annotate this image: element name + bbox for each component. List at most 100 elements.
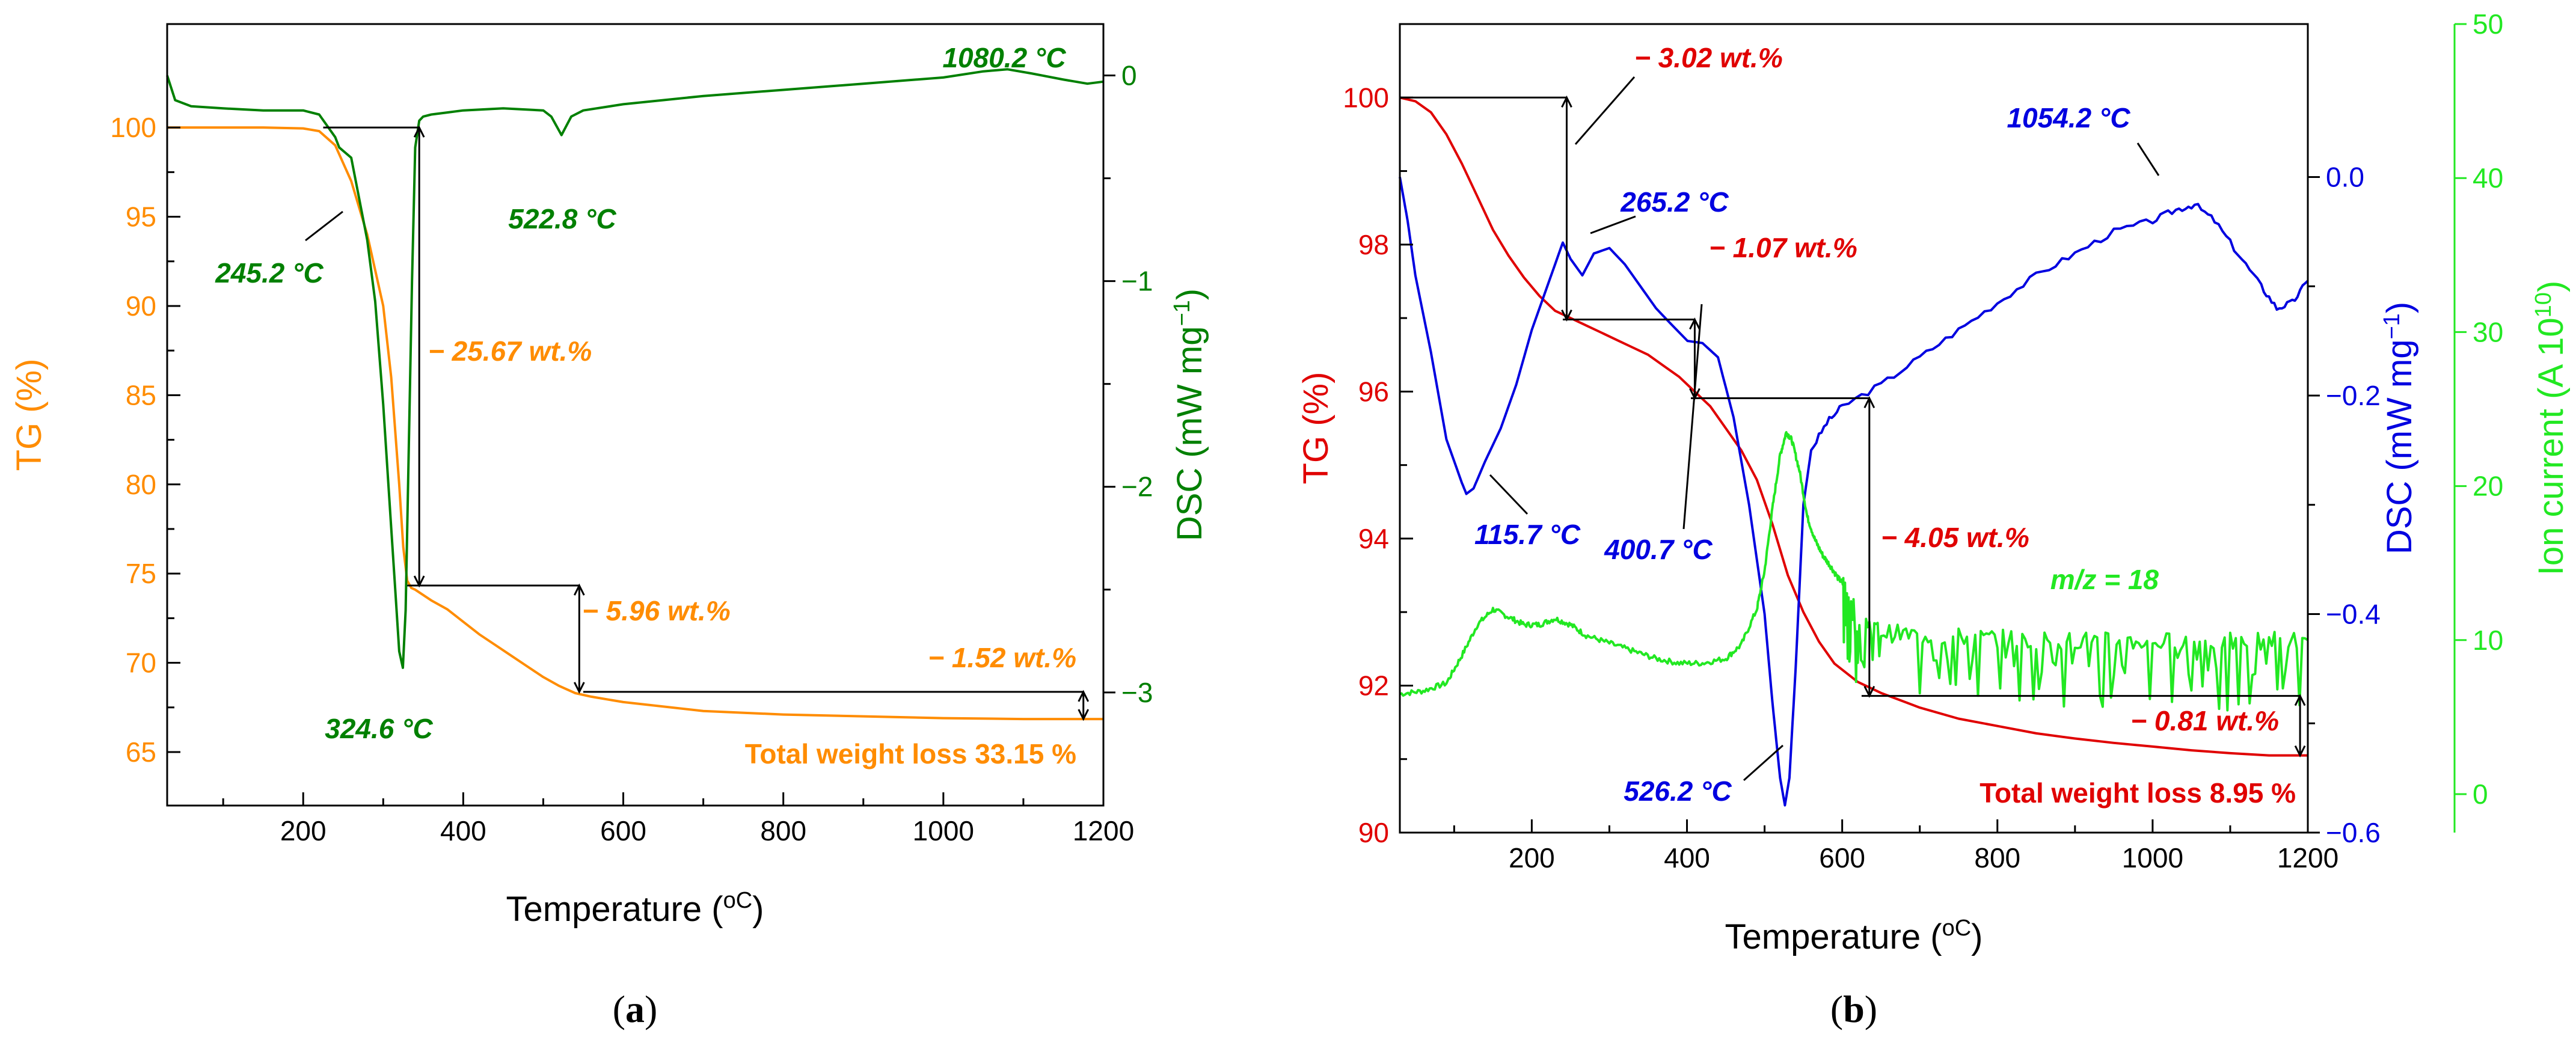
panel-a-x-axis: 200 400 600 800 1000 1200 — [222, 792, 1134, 846]
panel-b-x-axis: 200 400 600 800 1000 1200 — [1453, 819, 2338, 873]
left-tick-label: 98 — [1358, 229, 1389, 260]
left-tick-label: 65 — [126, 736, 156, 768]
right-tick-label: −0.4 — [2326, 598, 2381, 629]
annotation-526-leader — [1743, 744, 1783, 781]
panel-b-far-axis: 0 10 20 30 40 50 — [2455, 8, 2503, 810]
panel-a-frame — [166, 23, 1105, 807]
step-arrow-head-bottom — [574, 682, 585, 694]
x-tick-label: 600 — [600, 815, 646, 846]
step-arrow-head-top — [413, 125, 425, 138]
panel-b-label: (b) — [1830, 988, 1877, 1030]
annotation-mass-loss-4: − 4.05 wt.% — [1881, 522, 2029, 553]
step-arrow-head-top — [1561, 95, 1572, 108]
panel-a-total-weight-loss: Total weight loss 33.15 % — [745, 738, 1076, 769]
annotation-1054-leader — [2136, 142, 2160, 176]
panel-b-left-axis: 90 92 94 96 98 100 — [1343, 82, 1413, 848]
left-tick-label: 96 — [1358, 376, 1389, 407]
annotation-245-leader — [305, 210, 343, 242]
right-tick-label: −0.2 — [2326, 380, 2381, 411]
x-tick-label: 1200 — [1073, 815, 1134, 846]
panel-a-right-axis-title: DSC (mW mg−1) — [1170, 289, 1209, 541]
left-tick-label: 70 — [126, 647, 156, 679]
far-tick-label: 50 — [2473, 8, 2503, 40]
left-tick-label: 85 — [126, 379, 156, 411]
left-tick-label: 90 — [1358, 817, 1389, 848]
panel-b-right-axis: 0.0 −0.2 −0.4 −0.6 — [2308, 161, 2381, 848]
left-tick-label: 90 — [126, 290, 156, 322]
x-tick-label: 1000 — [2122, 842, 2183, 873]
panel-a-x-axis-title: Temperature (oC) — [506, 888, 764, 929]
far-tick-label: 20 — [2473, 471, 2503, 502]
panel-b-plot-area — [1399, 96, 2309, 807]
step-arrow-head-top — [574, 583, 585, 596]
x-tick-label: 600 — [1819, 842, 1865, 873]
series-line-tg — [1399, 96, 2308, 757]
annotation-115-leader — [1489, 474, 1529, 515]
right-tick-label: 0.0 — [2326, 161, 2364, 192]
x-tick-label: 400 — [440, 815, 486, 846]
panel-a-left-axis: 65 70 75 80 85 90 95 100 — [110, 112, 180, 768]
x-tick-label: 1200 — [2277, 842, 2338, 873]
panel-a-left-axis-title: TG (%) — [10, 359, 49, 471]
right-tick-label: −3 — [1121, 677, 1153, 708]
annotation-mass-loss-0-81: − 0.81 wt.% — [2130, 705, 2279, 736]
left-tick-label: 94 — [1358, 523, 1389, 554]
right-tick-label: 0 — [1121, 60, 1137, 91]
panel-b-step-brackets — [1400, 95, 2306, 757]
panel-a-plot-area — [166, 68, 1104, 721]
series-line-dsc — [1399, 177, 2309, 807]
series-line-m-z-18 — [1399, 431, 2309, 712]
annotation-1054-peak: 1054.2 °C — [2007, 102, 2130, 133]
left-tick-label: 100 — [1343, 82, 1389, 113]
panel-b-left-axis-title: TG (%) — [1296, 372, 1336, 485]
panel-a-label: (a) — [613, 988, 658, 1030]
far-tick-label: 40 — [2473, 162, 2503, 194]
annotation-mass-loss-1-07: − 1.07 wt.% — [1709, 232, 1857, 263]
x-tick-label: 1000 — [913, 815, 974, 846]
step-arrow-head-top — [1689, 317, 1700, 330]
annotation-mass-loss-5: − 5.96 wt.% — [582, 595, 731, 626]
annotation-522-peak: 522.8 °C — [508, 203, 616, 234]
series-line-tg — [167, 126, 1103, 721]
annotation-115-peak: 115.7 °C — [1474, 519, 1581, 550]
far-tick-label: 0 — [2473, 778, 2488, 810]
right-tick-label: −2 — [1121, 471, 1153, 503]
annotation-324-peak: 324.6 °C — [325, 713, 433, 744]
step-arrow-head-bottom — [2294, 745, 2306, 757]
annotation-1080-peak: 1080.2 °C — [942, 42, 1066, 73]
annotation-245-peak: 245.2 °C — [215, 257, 324, 289]
far-tick-label: 30 — [2473, 316, 2503, 347]
step-arrow-head-top — [1078, 690, 1090, 702]
far-tick-label: 10 — [2473, 625, 2503, 656]
annotation-526-peak: 526.2 °C — [1624, 775, 1732, 807]
annotation-400-leader — [1682, 304, 1703, 530]
x-tick-label: 800 — [1974, 842, 2020, 873]
annotation-mass-loss-25: − 25.67 wt.% — [428, 335, 592, 367]
step-arrow-head-bottom — [1078, 709, 1090, 721]
annotation-400-peak: 400.7 °C — [1604, 534, 1713, 565]
panel-b-right-axis-title: DSC (mW mg−1) — [2379, 302, 2419, 554]
x-tick-label: 200 — [1509, 842, 1555, 873]
annotation-ion-label: m/z = 18 — [2050, 564, 2159, 595]
x-tick-label: 800 — [760, 815, 806, 846]
x-tick-label: 200 — [280, 815, 327, 846]
panel-b-far-axis-title: Ion current (A 1010) — [2531, 281, 2571, 575]
right-tick-label: −0.6 — [2326, 817, 2381, 848]
annotation-mass-loss-1: − 1.52 wt.% — [928, 642, 1076, 673]
x-tick-label: 400 — [1664, 842, 1710, 873]
panel-a: 200 400 600 800 1000 1200 65 70 75 80 85 90 95 100 0… — [10, 23, 1209, 1030]
step-arrow-head-top — [1863, 396, 1875, 409]
left-tick-label: 92 — [1358, 670, 1389, 701]
panel-b-frame — [1399, 23, 2309, 834]
left-tick-label: 80 — [126, 469, 156, 500]
right-tick-label: −1 — [1121, 266, 1153, 297]
annotation-mass-loss-3-leader — [1574, 76, 1636, 145]
panel-a-right-axis: 0 −1 −2 −3 — [1103, 60, 1153, 708]
panel-a-step-brackets — [323, 125, 1090, 721]
step-arrow-head-top — [2294, 694, 2306, 706]
annotation-265-leader — [1590, 215, 1636, 234]
panel-b-x-axis-title: Temperature (oC) — [1725, 916, 1983, 956]
series-line-dsc — [166, 68, 1104, 669]
